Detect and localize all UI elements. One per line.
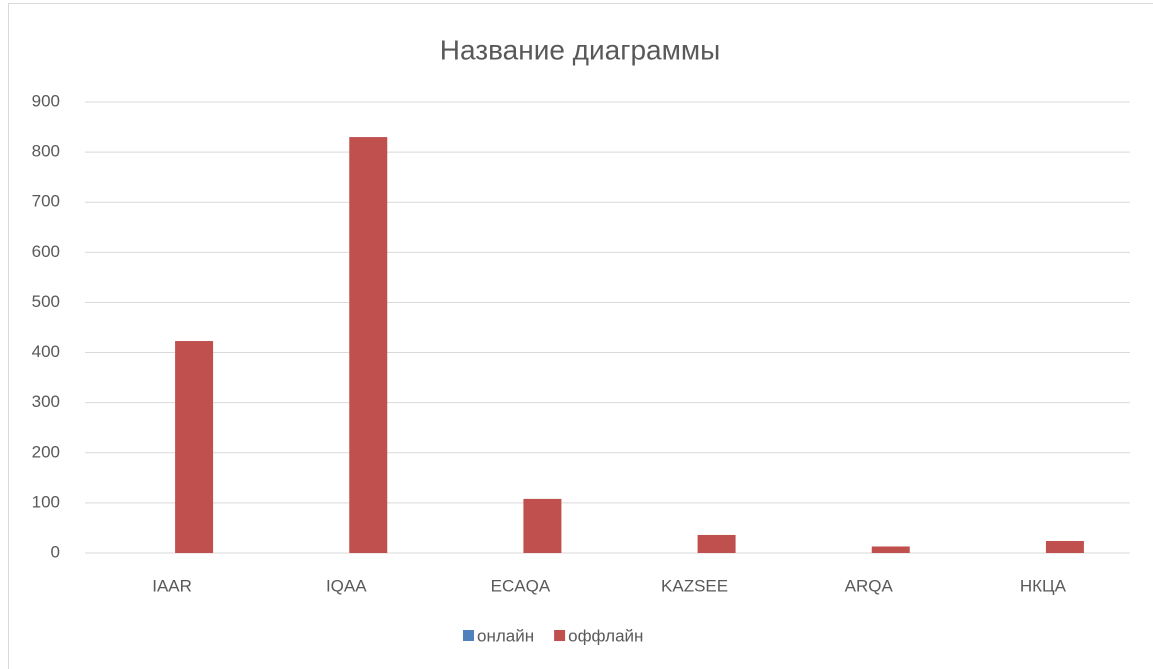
x-tick-label: НКЦА bbox=[1020, 576, 1067, 595]
y-tick-label: 200 bbox=[32, 442, 60, 461]
x-tick-label: IAAR bbox=[152, 576, 192, 595]
y-tick-label: 0 bbox=[51, 542, 60, 561]
x-tick-label: ECAQA bbox=[491, 576, 551, 595]
legend-label: оффлайн bbox=[568, 626, 643, 645]
legend-label: онлайн bbox=[477, 626, 534, 645]
chart-title: Название диаграммы bbox=[440, 34, 720, 65]
y-tick-label: 500 bbox=[32, 292, 60, 311]
y-tick-label: 700 bbox=[32, 192, 60, 211]
chart-border bbox=[8, 3, 1153, 669]
y-tick-label: 900 bbox=[32, 91, 60, 110]
x-tick-label: KAZSEE bbox=[661, 576, 728, 595]
bar bbox=[175, 341, 214, 553]
y-tick-label: 300 bbox=[32, 392, 60, 411]
y-tick-label: 400 bbox=[32, 342, 60, 361]
y-tick-label: 100 bbox=[32, 492, 60, 511]
legend-swatch bbox=[554, 630, 566, 641]
legend-swatch bbox=[463, 630, 474, 641]
bar bbox=[349, 137, 388, 554]
bar bbox=[523, 498, 562, 553]
y-tick-label: 600 bbox=[32, 242, 60, 261]
y-tick-label: 800 bbox=[32, 142, 60, 161]
bar bbox=[871, 546, 910, 553]
x-tick-label: IQAA bbox=[326, 576, 367, 595]
bar bbox=[1045, 540, 1084, 553]
x-tick-label: ARQA bbox=[845, 576, 894, 595]
bar bbox=[697, 534, 736, 553]
